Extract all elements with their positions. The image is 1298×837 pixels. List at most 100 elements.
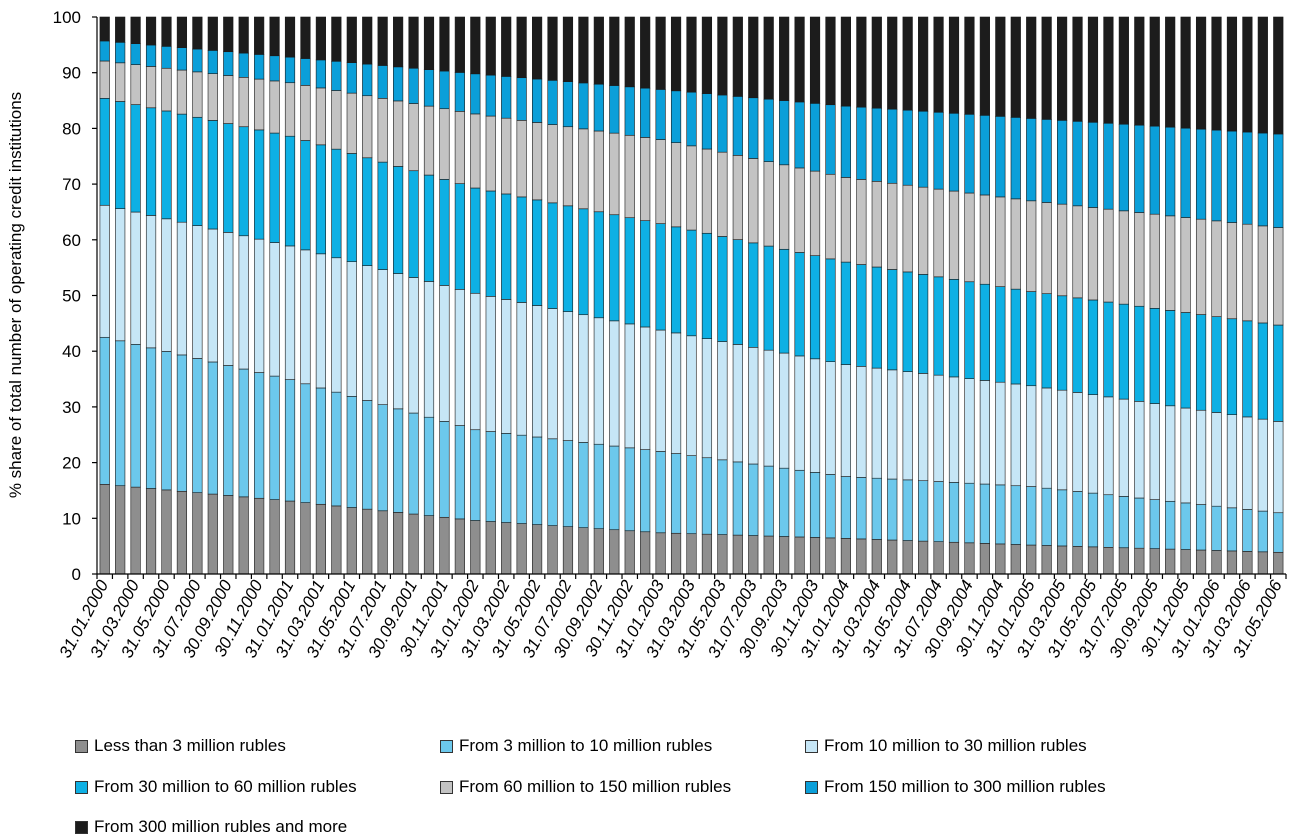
bar-segment <box>269 375 280 500</box>
bar-segment <box>825 173 836 260</box>
y-tick-label: 80 <box>62 119 81 138</box>
bar-segment <box>995 286 1006 383</box>
bar-segment <box>331 391 342 507</box>
bar-segment <box>640 220 651 328</box>
bar-segment <box>238 77 249 128</box>
bar-segment <box>1211 220 1222 317</box>
bar-segment <box>547 80 558 125</box>
bar-segment <box>346 396 357 508</box>
bar-segment <box>1273 324 1284 422</box>
bar-segment <box>1057 16 1068 121</box>
bar-segment <box>856 366 867 478</box>
bar-segment <box>1041 545 1052 575</box>
bar-segment <box>809 170 821 256</box>
bar-segment <box>609 85 620 134</box>
bar-segment <box>902 371 913 481</box>
bar-segment <box>562 81 574 128</box>
bar-segment <box>300 502 311 575</box>
bar-segment <box>1149 499 1160 549</box>
bar-segment <box>300 58 311 86</box>
bar-segment <box>1242 509 1253 552</box>
bar-segment <box>856 179 867 265</box>
bar-segment <box>531 524 543 575</box>
bar-segment <box>670 226 682 334</box>
bar-segment <box>1195 549 1207 575</box>
bar-segment <box>1010 16 1021 118</box>
bar-segment <box>1257 418 1268 512</box>
bar-segment <box>346 153 357 263</box>
bar-segment <box>99 484 110 575</box>
bar-segment <box>223 16 234 53</box>
bar-segment <box>1226 414 1238 509</box>
bar-segment <box>670 532 682 575</box>
bar-segment <box>732 155 743 240</box>
bar-segment <box>763 349 774 467</box>
bar-segment <box>871 16 882 109</box>
bar-segment <box>470 292 481 431</box>
bar-segment <box>1072 491 1083 547</box>
bar-segment <box>423 416 435 516</box>
bar-segment <box>887 539 898 575</box>
bar-segment <box>918 373 929 482</box>
bar-segment <box>1041 202 1052 294</box>
bar-segment <box>856 16 867 108</box>
bar-segment <box>346 16 357 63</box>
bar-segment <box>454 111 465 184</box>
bar-segment <box>1087 492 1099 548</box>
bar-segment <box>470 73 481 115</box>
bar-segment <box>1165 126 1176 217</box>
bar-segment <box>346 261 357 397</box>
bar-segment <box>1041 293 1052 389</box>
bar-segment <box>1118 123 1129 212</box>
bar-segment <box>99 98 110 206</box>
bar-segment <box>902 16 913 111</box>
bar-segment <box>130 211 141 345</box>
bar-segment <box>423 16 435 70</box>
bar-segment <box>1211 550 1222 575</box>
bar-segment <box>192 16 203 50</box>
bar-segment <box>192 71 203 118</box>
bar-segment <box>346 92 357 154</box>
bar-segment <box>1180 217 1191 313</box>
bar-segment <box>1226 222 1238 320</box>
bar-segment <box>562 205 574 312</box>
bar-segment <box>470 113 481 189</box>
bar-segment <box>161 46 172 69</box>
bar-segment <box>933 16 944 113</box>
bar-segment <box>1211 316 1222 413</box>
bar-segment <box>779 16 790 101</box>
bar-segment <box>254 78 265 131</box>
bar-segment <box>1134 401 1145 499</box>
y-tick-label: 60 <box>62 231 81 250</box>
bar-segment <box>779 467 790 537</box>
bar-segment <box>979 483 990 544</box>
bar-segment <box>284 245 296 380</box>
bar-segment <box>871 367 882 479</box>
bar-segment <box>130 16 141 44</box>
bar-segment <box>130 344 141 488</box>
bar-segment <box>1041 119 1052 203</box>
bar-segment <box>640 326 651 450</box>
legend-item: Less than 3 million rubles <box>75 736 286 756</box>
bar-segment <box>748 535 759 575</box>
bar-segment <box>115 41 126 64</box>
bar-segment <box>794 167 805 253</box>
bar-segment <box>516 16 527 79</box>
bar-segment <box>362 157 373 266</box>
bar-segment <box>856 106 867 180</box>
bar-segment <box>485 296 496 432</box>
bar-segment <box>995 196 1006 287</box>
bar-segment <box>1010 117 1021 200</box>
bar-segment <box>470 429 481 521</box>
bar-segment <box>223 232 234 366</box>
bar-segment <box>393 66 404 102</box>
bar-segment <box>995 16 1006 117</box>
bar-segment <box>130 64 141 105</box>
bar-segment <box>485 74 496 117</box>
legend-swatch <box>75 780 88 794</box>
bar-segment <box>130 104 141 213</box>
bar-segment <box>269 16 280 57</box>
bar-segment <box>1134 497 1145 549</box>
bar-segment <box>948 376 960 483</box>
bar-segment <box>1103 396 1114 496</box>
